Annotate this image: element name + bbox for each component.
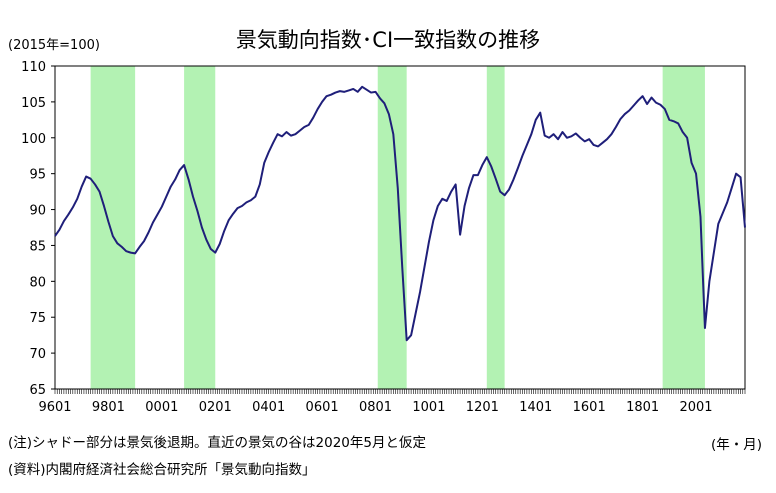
x-tick-label: 1601 — [573, 400, 606, 415]
x-tick-label: 0001 — [145, 400, 178, 415]
chart-svg: 65 70 75 80 85 90 95 100 105 110 9601 9801 0001 0201 0… — [21, 60, 746, 415]
recession-shade — [90, 66, 136, 389]
series-line — [54, 85, 746, 342]
y-tick-label: 95 — [29, 168, 46, 183]
x-tick-label: 2001 — [679, 400, 712, 415]
chart-source: (資料)内閣府経済社会総合研究所「景気動向指数」 — [8, 462, 316, 478]
y-tick-label: 75 — [29, 311, 46, 326]
y-tick-label: 85 — [29, 239, 46, 254]
x-unit-label: (年・月) — [710, 437, 762, 453]
y-tick-label: 105 — [21, 96, 46, 111]
recession-shade — [184, 66, 216, 389]
x-tick-label: 0601 — [306, 400, 339, 415]
recession-shade — [377, 66, 407, 389]
x-tick-label: 0401 — [252, 400, 285, 415]
x-tick-label: 9601 — [38, 400, 71, 415]
y-tick-label: 100 — [21, 132, 46, 147]
chart-title: 景気動向指数･CI一致指数の推移 — [235, 28, 541, 52]
recession-shade — [662, 66, 705, 389]
x-tick-label: 1401 — [519, 400, 552, 415]
x-tick-label: 1201 — [466, 400, 499, 415]
x-tick-label: 0201 — [199, 400, 232, 415]
y-tick-label: 90 — [29, 204, 46, 219]
x-tick-label: 0801 — [359, 400, 392, 415]
y-tick-label: 110 — [21, 60, 46, 75]
recession-shade — [486, 66, 505, 389]
y-tick-label: 80 — [29, 275, 46, 290]
chart-note: (注)シャドー部分は景気後退期。直近の景気の谷は2020年5月と仮定 — [8, 435, 426, 451]
x-tick-label: 1801 — [626, 400, 659, 415]
x-tick-label: 9801 — [92, 400, 125, 415]
y-tick-label: 65 — [29, 383, 46, 398]
series-layer — [54, 85, 746, 342]
recession-shades — [90, 66, 705, 389]
y-tick-label: 70 — [29, 347, 46, 362]
y-unit-label: (2015年=100) — [8, 38, 100, 53]
x-minor-ticks — [54, 389, 746, 394]
x-tick-label: 1001 — [412, 400, 445, 415]
